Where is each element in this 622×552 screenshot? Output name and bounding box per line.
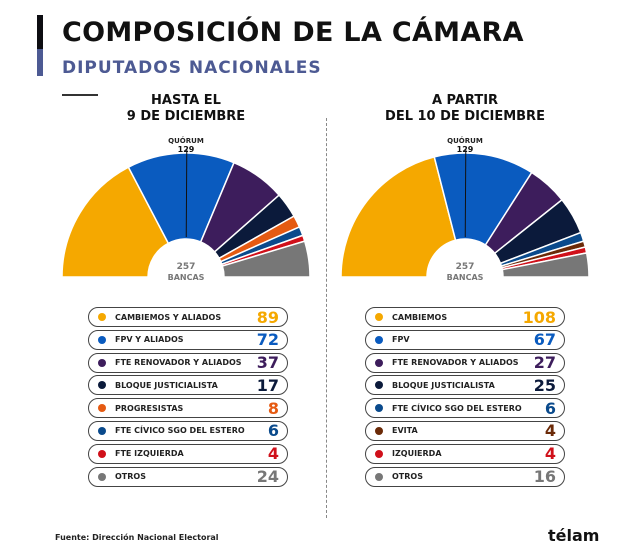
legend-row: OTROS 24 bbox=[88, 466, 288, 487]
seat-slice-7 bbox=[221, 240, 311, 278]
legend-row: EVITA 4 bbox=[365, 420, 565, 441]
legend-dot-icon bbox=[375, 426, 383, 435]
heading-line1: HASTA EL bbox=[151, 93, 221, 108]
accent-bar bbox=[37, 15, 43, 49]
divider-short bbox=[62, 94, 98, 96]
column-divider bbox=[326, 118, 327, 518]
legend-before: CAMBIEMOS Y ALIADOS 89 FPV Y ALIADOS 72 FTE … bbox=[88, 307, 288, 489]
total-seats-label: BANCAS bbox=[447, 273, 484, 282]
quorum-label: QUÓRUM bbox=[447, 136, 483, 145]
page-subtitle: DIPUTADOS NACIONALES bbox=[62, 58, 322, 78]
legend-value: 6 bbox=[544, 398, 556, 418]
legend-value: 89 bbox=[256, 307, 279, 327]
quorum-label: QUÓRUM bbox=[168, 136, 204, 145]
legend-value: 27 bbox=[533, 353, 556, 373]
legend-value: 4 bbox=[544, 421, 556, 441]
legend-value: 17 bbox=[256, 375, 279, 395]
telam-logo: télam bbox=[548, 526, 600, 545]
legend-label: CAMBIEMOS Y ALIADOS bbox=[115, 312, 222, 322]
chart-heading-before: HASTA EL 9 DE DICIEMBRE bbox=[66, 93, 306, 125]
legend-row: IZQUIERDA 4 bbox=[365, 443, 565, 464]
legend-label: EVITA bbox=[392, 426, 418, 436]
legend-value: 4 bbox=[544, 444, 556, 464]
seat-slice-0 bbox=[61, 166, 170, 278]
legend-label: PROGRESISTAS bbox=[115, 403, 184, 413]
legend-value: 4 bbox=[267, 444, 279, 464]
heading-line1: A PARTIR bbox=[431, 93, 499, 108]
legend-row: FPV 67 bbox=[365, 329, 565, 350]
legend-row: CAMBIEMOS Y ALIADOS 89 bbox=[88, 307, 288, 327]
seat-slice-0 bbox=[340, 155, 457, 278]
legend-dot-icon bbox=[98, 335, 106, 344]
accent-bar-lower bbox=[37, 49, 43, 76]
legend-value: 8 bbox=[267, 398, 279, 418]
legend-label: FTE CÍVICO SGO DEL ESTERO bbox=[392, 403, 522, 413]
legend-dot-icon bbox=[375, 381, 383, 390]
legend-row: FTE IZQUIERDA 4 bbox=[88, 443, 288, 464]
page-title: COMPOSICIÓN DE LA CÁMARA bbox=[62, 17, 524, 48]
legend-dot-icon bbox=[98, 426, 106, 435]
legend-row: FTE CÍVICO SGO DEL ESTERO 6 bbox=[88, 420, 288, 441]
legend-after: CAMBIEMOS 108 FPV 67 FTE RENOVADOR Y ALIADOS… bbox=[365, 307, 565, 489]
legend-row: FTE RENOVADOR Y ALIADOS 37 bbox=[88, 352, 288, 373]
legend-value: 6 bbox=[267, 421, 279, 441]
legend-value: 108 bbox=[522, 307, 556, 327]
legend-row: BLOQUE JUSTICIALISTA 17 bbox=[88, 375, 288, 396]
quorum-line bbox=[185, 148, 188, 238]
legend-dot-icon bbox=[375, 449, 383, 458]
seat-slice-7 bbox=[501, 252, 590, 278]
legend-dot-icon bbox=[375, 313, 383, 321]
legend-label: OTROS bbox=[392, 472, 423, 482]
legend-label: FTE RENOVADOR Y ALIADOS bbox=[392, 358, 519, 368]
legend-label: CAMBIEMOS bbox=[392, 312, 448, 322]
legend-value: 16 bbox=[533, 467, 556, 487]
legend-row: FPV Y ALIADOS 72 bbox=[88, 329, 288, 350]
seat-slice-1 bbox=[127, 152, 235, 245]
legend-row: OTROS 16 bbox=[365, 466, 565, 487]
legend-label: FPV bbox=[392, 335, 410, 345]
legend-dot-icon bbox=[375, 358, 383, 367]
total-seats-value: 257 bbox=[456, 262, 475, 272]
legend-label: IZQUIERDA bbox=[392, 449, 442, 459]
legend-label: BLOQUE JUSTICIALISTA bbox=[392, 380, 495, 390]
legend-value: 72 bbox=[256, 330, 279, 350]
heading-line2: 9 DE DICIEMBRE bbox=[126, 109, 246, 124]
total-seats-label: BANCAS bbox=[168, 273, 205, 282]
legend-value: 25 bbox=[533, 375, 556, 395]
quorum-value: 129 bbox=[457, 145, 474, 154]
legend-label: BLOQUE JUSTICIALISTA bbox=[115, 380, 218, 390]
legend-label: OTROS bbox=[115, 472, 146, 482]
legend-dot-icon bbox=[98, 404, 106, 413]
quorum-line bbox=[464, 148, 467, 238]
legend-label: FTE RENOVADOR Y ALIADOS bbox=[115, 358, 242, 368]
legend-row: PROGRESISTAS 8 bbox=[88, 398, 288, 419]
legend-dot-icon bbox=[375, 404, 383, 413]
legend-dot-icon bbox=[98, 313, 106, 321]
legend-dot-icon bbox=[98, 358, 106, 367]
heading-line2: DEL 10 DE DICIEMBRE bbox=[385, 109, 545, 124]
legend-row: FTE CÍVICO SGO DEL ESTERO 6 bbox=[365, 398, 565, 419]
legend-label: FTE CÍVICO SGO DEL ESTERO bbox=[115, 426, 245, 436]
legend-value: 24 bbox=[256, 467, 279, 487]
legend-dot-icon bbox=[375, 335, 383, 344]
total-seats-value: 257 bbox=[177, 262, 196, 272]
quorum-value: 129 bbox=[178, 145, 195, 154]
legend-row: CAMBIEMOS 108 bbox=[365, 307, 565, 327]
legend-dot-icon bbox=[98, 472, 106, 481]
legend-dot-icon bbox=[98, 381, 106, 390]
source-note: Fuente: Dirección Nacional Electoral bbox=[55, 533, 219, 542]
legend-label: FTE IZQUIERDA bbox=[115, 449, 184, 459]
legend-dot-icon bbox=[375, 472, 383, 481]
legend-row: FTE RENOVADOR Y ALIADOS 27 bbox=[365, 352, 565, 373]
chart-heading-after: A PARTIR DEL 10 DE DICIEMBRE bbox=[345, 93, 585, 125]
legend-row: BLOQUE JUSTICIALISTA 25 bbox=[365, 375, 565, 396]
legend-value: 67 bbox=[533, 330, 556, 350]
legend-dot-icon bbox=[98, 449, 106, 458]
legend-value: 37 bbox=[256, 353, 279, 373]
legend-label: FPV Y ALIADOS bbox=[115, 335, 184, 345]
